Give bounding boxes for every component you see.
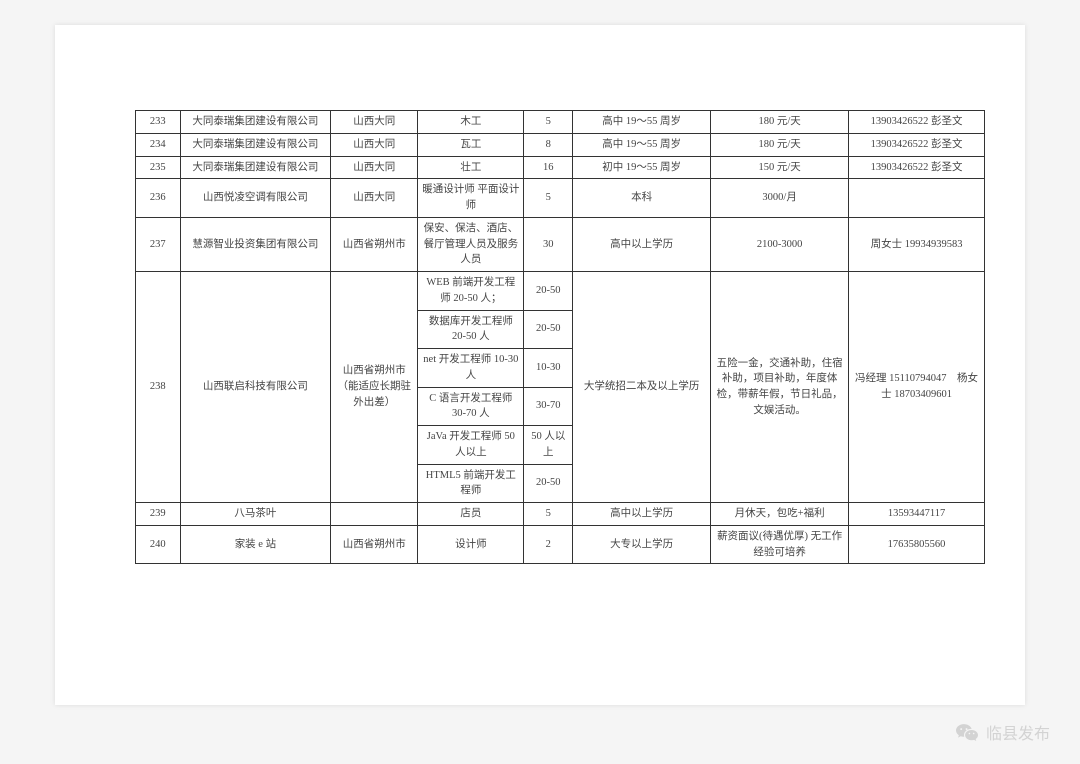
table-cell: 冯经理 15110794047 杨女士 18703409601 xyxy=(849,272,985,503)
table-cell: 初中 19～55 周岁 xyxy=(573,156,711,179)
table-row: 233大同泰瑞集团建设有限公司山西大同木工5高中 19～55 周岁180 元/天… xyxy=(136,111,985,134)
table-cell: 8 xyxy=(524,133,573,156)
table-cell: 壮工 xyxy=(418,156,524,179)
table-cell: 5 xyxy=(524,111,573,134)
table-cell: 2100-3000 xyxy=(711,217,849,271)
table-cell: 17635805560 xyxy=(849,525,985,564)
table-cell: 山西大同 xyxy=(331,133,418,156)
table-cell: 山西省朔州市（能适应长期驻外出差） xyxy=(331,272,418,503)
table-row: 236山西悦凌空调有限公司山西大同暖通设计师 平面设计师5本科3000/月 xyxy=(136,179,985,218)
wechat-icon xyxy=(956,722,978,742)
table-row: 235大同泰瑞集团建设有限公司山西大同壮工16初中 19～55 周岁150 元/… xyxy=(136,156,985,179)
table-cell: 大同泰瑞集团建设有限公司 xyxy=(180,156,331,179)
table-cell: 10-30 xyxy=(524,349,573,388)
table-cell: 山西联启科技有限公司 xyxy=(180,272,331,503)
table-cell: 50 人以上 xyxy=(524,426,573,465)
table-cell: WEB 前端开发工程师 20-50 人； xyxy=(418,272,524,311)
table-cell: 五险一金，交通补助，住宿补助，项目补助，年度体检，带薪年假，节日礼品，文娱活动。 xyxy=(711,272,849,503)
table-cell: 3000/月 xyxy=(711,179,849,218)
table-cell: JaVa 开发工程师 50 人以上 xyxy=(418,426,524,465)
table-row: 237慧源智业投资集团有限公司山西省朔州市保安、保洁、酒店、餐厅管理人员及服务人… xyxy=(136,217,985,271)
table-cell: 5 xyxy=(524,503,573,526)
table-cell: 大同泰瑞集团建设有限公司 xyxy=(180,111,331,134)
table-cell: 数据库开发工程师 20-50 人 xyxy=(418,310,524,349)
table-cell xyxy=(331,503,418,526)
table-cell: 山西大同 xyxy=(331,179,418,218)
table-cell: 2 xyxy=(524,525,573,564)
table-cell: 180 元/天 xyxy=(711,111,849,134)
table-cell: 家装 e 站 xyxy=(180,525,331,564)
table-cell: C 语言开发工程师 30-70 人 xyxy=(418,387,524,426)
table-cell: 山西悦凌空调有限公司 xyxy=(180,179,331,218)
table-cell: 13903426522 彭圣文 xyxy=(849,156,985,179)
table-cell: 180 元/天 xyxy=(711,133,849,156)
table-cell: 237 xyxy=(136,217,181,271)
table-cell: 20-50 xyxy=(524,272,573,311)
table-cell: 保安、保洁、酒店、餐厅管理人员及服务人员 xyxy=(418,217,524,271)
table-cell: 月休天，包吃+福利 xyxy=(711,503,849,526)
table-cell: 13593447117 xyxy=(849,503,985,526)
table-cell: 薪资面议(待遇优厚) 无工作经验可培养 xyxy=(711,525,849,564)
table-cell: 山西大同 xyxy=(331,111,418,134)
table-cell: HTML5 前端开发工程师 xyxy=(418,464,524,503)
job-listing-table: 233大同泰瑞集团建设有限公司山西大同木工5高中 19～55 周岁180 元/天… xyxy=(135,110,985,564)
table-cell: 13903426522 彭圣文 xyxy=(849,133,985,156)
table-cell: 设计师 xyxy=(418,525,524,564)
table-cell: 234 xyxy=(136,133,181,156)
table-cell: 慧源智业投资集团有限公司 xyxy=(180,217,331,271)
table-cell: 高中以上学历 xyxy=(573,217,711,271)
table-cell: 30 xyxy=(524,217,573,271)
table-cell xyxy=(849,179,985,218)
document-page: 233大同泰瑞集团建设有限公司山西大同木工5高中 19～55 周岁180 元/天… xyxy=(55,25,1025,705)
table-cell: 150 元/天 xyxy=(711,156,849,179)
table-cell: 13903426522 彭圣文 xyxy=(849,111,985,134)
table-cell: 20-50 xyxy=(524,464,573,503)
table-cell: 20-50 xyxy=(524,310,573,349)
table-cell: 木工 xyxy=(418,111,524,134)
watermark-text: 临县发布 xyxy=(986,720,1050,744)
table-cell: 山西大同 xyxy=(331,156,418,179)
table-cell: 239 xyxy=(136,503,181,526)
table-cell: 周女士 19934939583 xyxy=(849,217,985,271)
table-row: 239八马茶叶 店员5高中以上学历月休天，包吃+福利13593447117 xyxy=(136,503,985,526)
table-row: 240家装 e 站山西省朔州市设计师2大专以上学历薪资面议(待遇优厚) 无工作经… xyxy=(136,525,985,564)
table-cell: 山西省朔州市 xyxy=(331,217,418,271)
table-cell: 240 xyxy=(136,525,181,564)
table-cell: 高中 19～55 周岁 xyxy=(573,133,711,156)
table-cell: 瓦工 xyxy=(418,133,524,156)
table-cell: 高中 19～55 周岁 xyxy=(573,111,711,134)
table-cell: 大同泰瑞集团建设有限公司 xyxy=(180,133,331,156)
table-cell: 大专以上学历 xyxy=(573,525,711,564)
table-cell: 八马茶叶 xyxy=(180,503,331,526)
table-cell: 高中以上学历 xyxy=(573,503,711,526)
table-cell: 本科 xyxy=(573,179,711,218)
table-cell: 店员 xyxy=(418,503,524,526)
table-cell: 暖通设计师 平面设计师 xyxy=(418,179,524,218)
table-cell: net 开发工程师 10-30 人 xyxy=(418,349,524,388)
table-cell: 235 xyxy=(136,156,181,179)
table-cell: 大学统招二本及以上学历 xyxy=(573,272,711,503)
watermark: 临县发布 xyxy=(956,720,1050,744)
table-cell: 233 xyxy=(136,111,181,134)
table-cell: 238 xyxy=(136,272,181,503)
table-row: 238山西联启科技有限公司山西省朔州市（能适应长期驻外出差）WEB 前端开发工程… xyxy=(136,272,985,311)
table-row: 234大同泰瑞集团建设有限公司山西大同瓦工8高中 19～55 周岁180 元/天… xyxy=(136,133,985,156)
table-cell: 5 xyxy=(524,179,573,218)
table-cell: 山西省朔州市 xyxy=(331,525,418,564)
table-cell: 16 xyxy=(524,156,573,179)
table-cell: 236 xyxy=(136,179,181,218)
table-cell: 30-70 xyxy=(524,387,573,426)
